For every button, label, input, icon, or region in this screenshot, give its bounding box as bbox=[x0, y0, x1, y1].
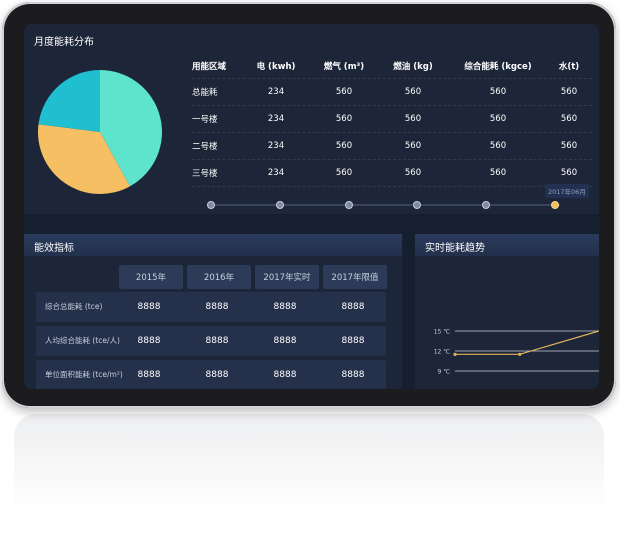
table-row[interactable]: 总能耗 234 560 560 560 560 bbox=[192, 79, 592, 106]
efficiency-row-total[interactable]: 综合总能耗 (tce) 8888 8888 8888 8888 bbox=[36, 292, 386, 322]
cell-electricity: 234 bbox=[267, 87, 285, 97]
efficiency-title: 能效指标 bbox=[34, 243, 74, 254]
column-2017-realtime: 2017年实时 bbox=[255, 265, 319, 289]
cell-water: 560 bbox=[560, 168, 578, 178]
cell-water: 560 bbox=[560, 114, 578, 124]
timeline-dot[interactable] bbox=[275, 201, 284, 209]
efficiency-value: 8888 bbox=[205, 336, 229, 346]
trend-panel: 实时能耗趋势 15 ℃ 12 ℃ 9 ℃ 6 ℃ bbox=[415, 234, 599, 389]
trend-title: 实时能耗趋势 bbox=[425, 243, 485, 254]
column-2016: 2016年 bbox=[187, 265, 251, 289]
trend-line-chart[interactable]: 15 ℃ 12 ℃ 9 ℃ 6 ℃ bbox=[415, 234, 599, 389]
header-total: 综合能耗 (kgce) bbox=[464, 62, 532, 72]
efficiency-value: 8888 bbox=[205, 370, 229, 380]
table-row[interactable]: 二号楼 234 560 560 560 560 bbox=[192, 133, 592, 160]
dashboard-screen: 月度能耗分布 用能区域 电 (kwh) 燃气 (m³) 燃油 (kg) 综合能耗… bbox=[24, 24, 599, 389]
trend-title-bar bbox=[415, 234, 599, 256]
monthly-panel: 月度能耗分布 用能区域 电 (kwh) 燃气 (m³) 燃油 (kg) 综合能耗… bbox=[24, 24, 599, 214]
table-row[interactable]: 三号楼 234 560 560 560 560 bbox=[192, 160, 592, 187]
row-label: 一号楼 bbox=[192, 115, 218, 125]
cell-total: 560 bbox=[489, 168, 507, 178]
tablet-reflection bbox=[14, 414, 604, 532]
cell-electricity: 234 bbox=[267, 168, 285, 178]
cell-gas: 560 bbox=[335, 168, 353, 178]
cell-gas: 560 bbox=[335, 114, 353, 124]
header-gas: 燃气 (m³) bbox=[323, 62, 365, 72]
efficiency-panel: 能效指标 2015年 2016年 2017年实时 2017年限值 综合总能耗 (… bbox=[24, 234, 402, 389]
column-2015: 2015年 bbox=[119, 265, 183, 289]
cell-electricity: 234 bbox=[267, 114, 285, 124]
cell-water: 560 bbox=[560, 141, 578, 151]
timeline-current-label: 2017年06月 bbox=[545, 184, 589, 198]
efficiency-row-per-person[interactable]: 人均综合能耗 (tce/人) 8888 8888 8888 8888 bbox=[36, 326, 386, 356]
y-tick-label: 12 ℃ bbox=[434, 349, 451, 356]
efficiency-value: 8888 bbox=[137, 370, 161, 380]
y-tick-label: 15 ℃ bbox=[434, 329, 451, 336]
timeline-dot[interactable] bbox=[551, 201, 559, 209]
column-2017-limit: 2017年限值 bbox=[323, 265, 387, 289]
timeline-dot[interactable] bbox=[344, 201, 353, 209]
monthly-title: 月度能耗分布 bbox=[34, 37, 94, 48]
row-label: 总能耗 bbox=[192, 88, 218, 98]
cell-gas: 560 bbox=[335, 141, 353, 151]
energy-pie-chart[interactable] bbox=[36, 68, 164, 196]
efficiency-row-label: 综合总能耗 (tce) bbox=[45, 302, 103, 311]
efficiency-value: 8888 bbox=[273, 336, 297, 346]
timeline-dot[interactable] bbox=[482, 201, 491, 209]
trend-point[interactable] bbox=[518, 352, 522, 356]
efficiency-value: 8888 bbox=[205, 302, 229, 312]
cell-oil: 560 bbox=[404, 114, 422, 124]
pie-slice-green[interactable] bbox=[100, 70, 162, 187]
row-label: 三号楼 bbox=[192, 169, 218, 179]
cell-water: 560 bbox=[560, 87, 578, 97]
pie-slice-orange[interactable] bbox=[37, 124, 130, 194]
row-label: 二号楼 bbox=[192, 142, 218, 152]
efficiency-row-per-area[interactable]: 单位面积能耗 (tce/m²) 8888 8888 8888 8888 bbox=[36, 360, 386, 389]
cell-oil: 560 bbox=[404, 141, 422, 151]
timeline-dot[interactable] bbox=[413, 201, 422, 209]
energy-table-header: 用能区域 电 (kwh) 燃气 (m³) 燃油 (kg) 综合能耗 (kgce)… bbox=[192, 54, 592, 79]
cell-total: 560 bbox=[489, 87, 507, 97]
efficiency-value: 8888 bbox=[137, 336, 161, 346]
cell-oil: 560 bbox=[404, 87, 422, 97]
efficiency-title-bar bbox=[24, 234, 402, 256]
y-tick-label: 6 ℃ bbox=[438, 389, 451, 390]
timeline-dot[interactable] bbox=[207, 201, 215, 209]
header-area: 用能区域 bbox=[192, 62, 227, 72]
tablet-frame: 月度能耗分布 用能区域 电 (kwh) 燃气 (m³) 燃油 (kg) 综合能耗… bbox=[2, 2, 616, 408]
month-timeline bbox=[207, 201, 560, 209]
trend-point[interactable] bbox=[453, 352, 457, 356]
y-tick-label: 9 ℃ bbox=[438, 369, 451, 376]
energy-table: 用能区域 电 (kwh) 燃气 (m³) 燃油 (kg) 综合能耗 (kgce)… bbox=[192, 54, 592, 187]
cell-electricity: 234 bbox=[267, 141, 285, 151]
efficiency-row-label: 人均综合能耗 (tce/人) bbox=[45, 336, 120, 345]
efficiency-row-label: 单位面积能耗 (tce/m²) bbox=[45, 370, 123, 379]
efficiency-value: 8888 bbox=[341, 336, 365, 346]
cell-gas: 560 bbox=[335, 87, 353, 97]
efficiency-value: 8888 bbox=[341, 302, 365, 312]
cell-total: 560 bbox=[489, 141, 507, 151]
table-row[interactable]: 一号楼 234 560 560 560 560 bbox=[192, 106, 592, 133]
cell-oil: 560 bbox=[404, 168, 422, 178]
pie-slice-teal[interactable] bbox=[38, 70, 100, 132]
efficiency-value: 8888 bbox=[273, 302, 297, 312]
header-water: 水(t) bbox=[558, 62, 580, 72]
efficiency-value: 8888 bbox=[341, 370, 365, 380]
header-oil: 燃油 (kg) bbox=[393, 62, 433, 72]
header-electricity: 电 (kwh) bbox=[256, 62, 296, 72]
efficiency-value: 8888 bbox=[137, 302, 161, 312]
efficiency-value: 8888 bbox=[273, 370, 297, 380]
cell-total: 560 bbox=[489, 114, 507, 124]
